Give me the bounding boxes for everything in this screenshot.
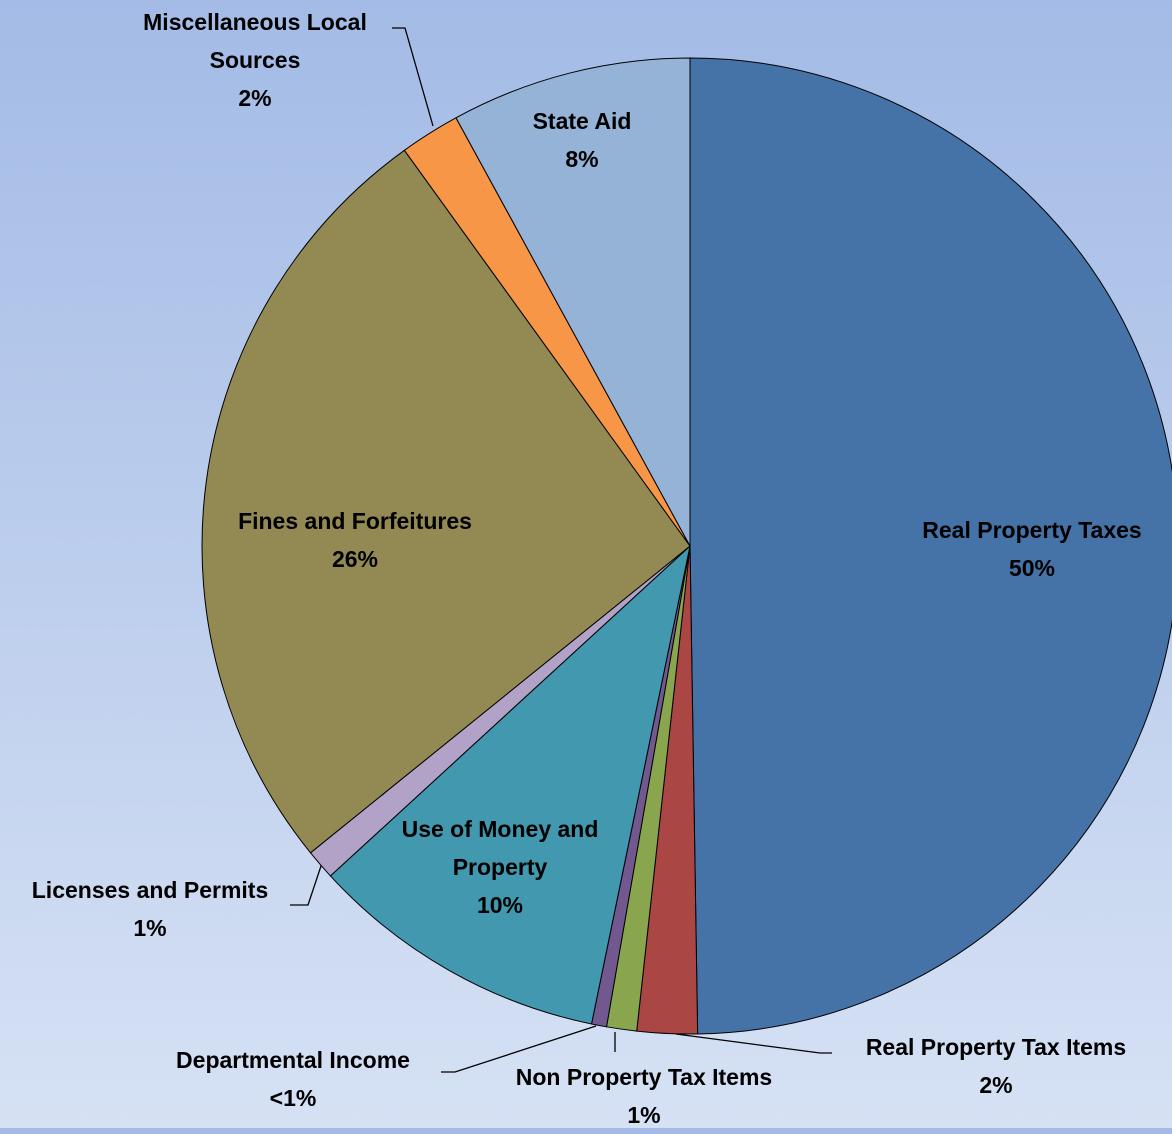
category-name: Miscellaneous Local Sources xyxy=(143,9,367,73)
pie-slice xyxy=(201,149,691,854)
category-name: Departmental Income xyxy=(176,1047,410,1073)
data-label: Real Property Tax Items 2% xyxy=(826,1028,1166,1104)
data-label: Fines and Forfeitures 26% xyxy=(195,502,515,578)
category-name: Use of Money and Property xyxy=(401,816,599,880)
pie-slice xyxy=(455,57,691,547)
value-label: <1% xyxy=(269,1085,317,1111)
value-label: 1% xyxy=(627,1102,661,1128)
data-label: Non Property Tax Items 1% xyxy=(474,1058,814,1134)
data-label: Departmental Income <1% xyxy=(133,1041,453,1117)
value-label: 2% xyxy=(238,85,272,111)
value-label: 2% xyxy=(979,1072,1013,1098)
value-label: 50% xyxy=(1008,555,1056,581)
value-label: 10% xyxy=(476,892,524,918)
category-name: Real Property Tax Items xyxy=(865,1034,1127,1060)
leader-line xyxy=(392,27,434,127)
leader-line xyxy=(290,862,323,906)
leader-lines xyxy=(290,27,832,1073)
category-name: Licenses and Permits xyxy=(31,877,269,903)
data-label: Use of Money and Property 10% xyxy=(370,810,630,924)
value-label: 26% xyxy=(331,546,379,572)
value-label: 8% xyxy=(565,146,599,172)
data-label: Miscellaneous Local Sources 2% xyxy=(105,3,405,117)
category-name: Non Property Tax Items xyxy=(515,1064,773,1090)
data-label: Real Property Taxes 50% xyxy=(882,511,1172,587)
pie-slice xyxy=(329,544,691,1025)
category-name: Fines and Forfeitures xyxy=(238,508,472,534)
leader-line xyxy=(441,1025,597,1073)
slices xyxy=(201,57,1172,1035)
pie-slice xyxy=(689,57,1172,1035)
leader-line xyxy=(675,1033,832,1054)
value-label: 1% xyxy=(133,915,167,941)
data-label: State Aid 8% xyxy=(482,102,682,178)
data-label: Licenses and Permits 1% xyxy=(0,871,300,947)
category-name: State Aid xyxy=(532,108,632,134)
category-name: Real Property Taxes xyxy=(922,517,1142,543)
